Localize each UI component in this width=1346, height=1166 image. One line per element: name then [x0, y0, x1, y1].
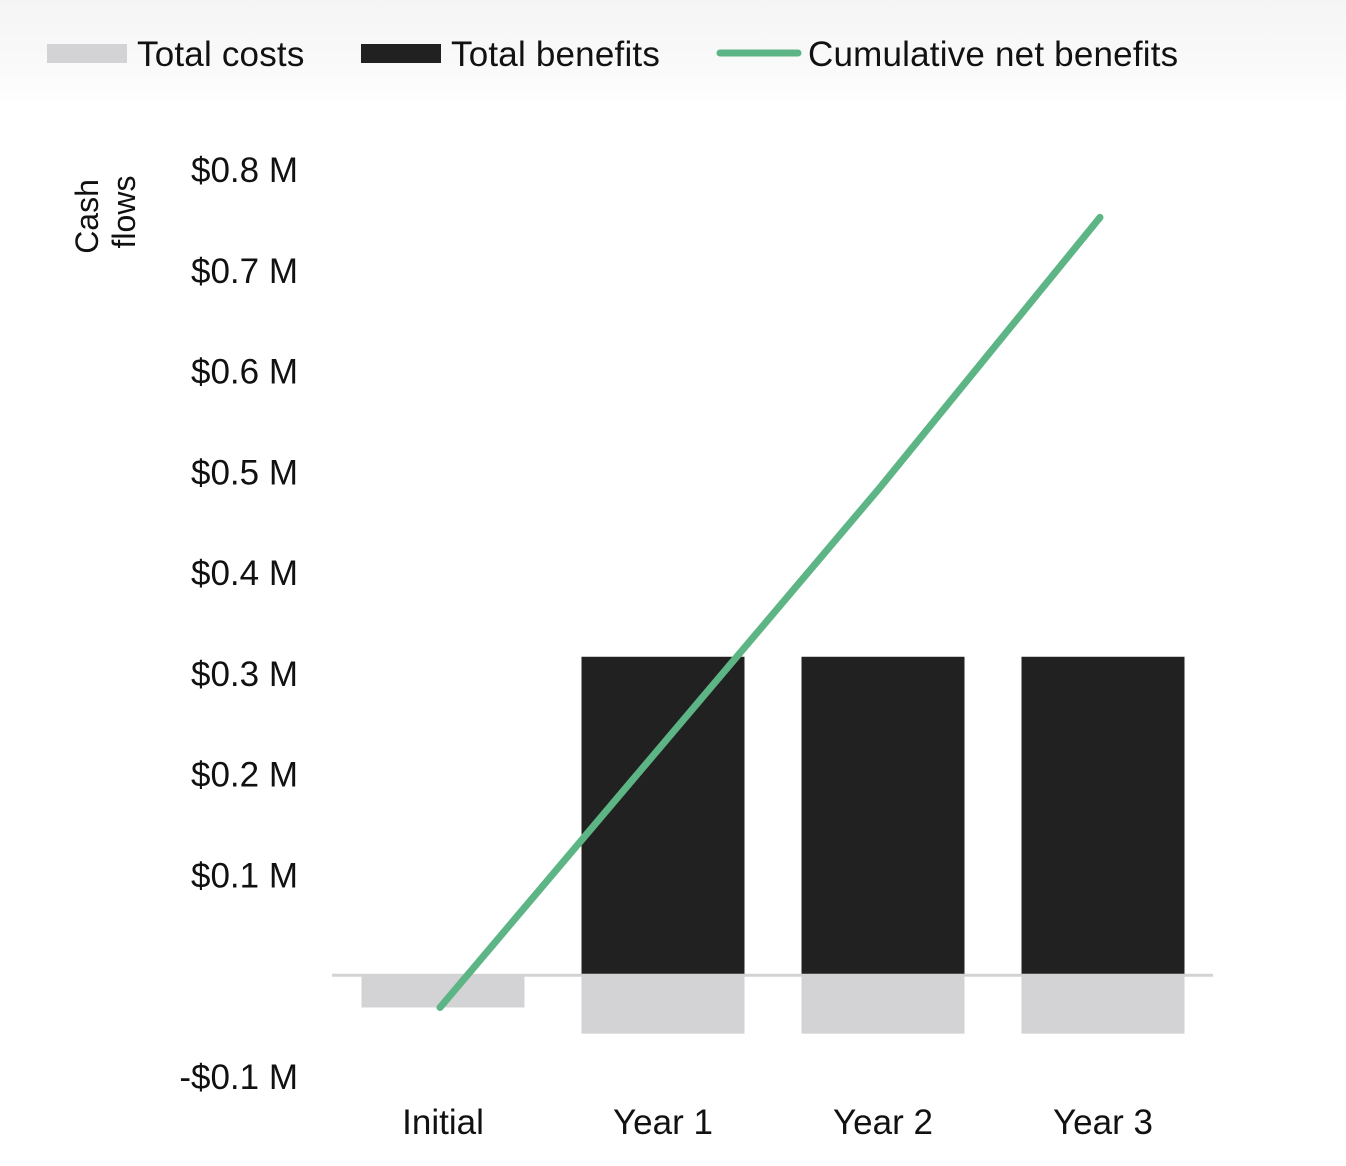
total-costs-bars	[361, 975, 1185, 1034]
y-tick-label: $0.7 M	[191, 252, 298, 291]
y-tick-label: $0.3 M	[191, 655, 298, 694]
legend-label: Total costs	[137, 35, 305, 74]
total-costs-bar	[801, 975, 965, 1034]
y-tick-label: $0.6 M	[191, 353, 298, 392]
y-axis-ticks: $0.8 M $0.7 M $0.6 M $0.5 M $0.4 M $0.3 M $0.2…	[179, 151, 298, 1097]
total-benefits-bar	[581, 656, 745, 976]
y-tick-label: $0.8 M	[191, 151, 298, 190]
total-benefits-bar	[1021, 656, 1185, 976]
y-tick-label: $0.5 M	[191, 453, 298, 492]
x-axis-categories: Initial Year 1 Year 2 Year 3	[402, 1103, 1153, 1142]
total-costs-bar	[581, 975, 745, 1034]
legend-background	[0, 0, 1346, 104]
y-axis-label-line-2: flows	[106, 176, 142, 249]
legend: Total costs Total benefits Cumulative net …	[47, 35, 1178, 74]
legend-label: Total benefits	[451, 35, 660, 74]
cumulative-net-benefits-line	[436, 213, 1104, 1011]
x-category-label: Year 1	[613, 1103, 713, 1142]
total-costs-bar	[1021, 975, 1185, 1034]
x-category-label: Year 2	[833, 1103, 933, 1142]
legend-swatch	[361, 44, 441, 63]
y-tick-label: $0.1 M	[191, 856, 298, 895]
svg-text:Cash flows: Cash flows	[69, 170, 142, 254]
y-tick-label: $0.4 M	[191, 554, 298, 593]
total-benefits-bars	[581, 656, 1185, 976]
legend-swatch	[47, 44, 127, 63]
x-category-label: Year 3	[1053, 1103, 1153, 1142]
y-axis-label: Cash flows	[69, 170, 142, 254]
y-tick-label: $0.2 M	[191, 756, 298, 795]
total-benefits-bar	[801, 656, 965, 976]
y-axis-label-line-1: Cash	[69, 179, 105, 254]
y-tick-label: -$0.1 M	[179, 1058, 298, 1097]
x-category-label: Initial	[402, 1103, 484, 1142]
legend-label: Cumulative net benefits	[808, 35, 1178, 74]
